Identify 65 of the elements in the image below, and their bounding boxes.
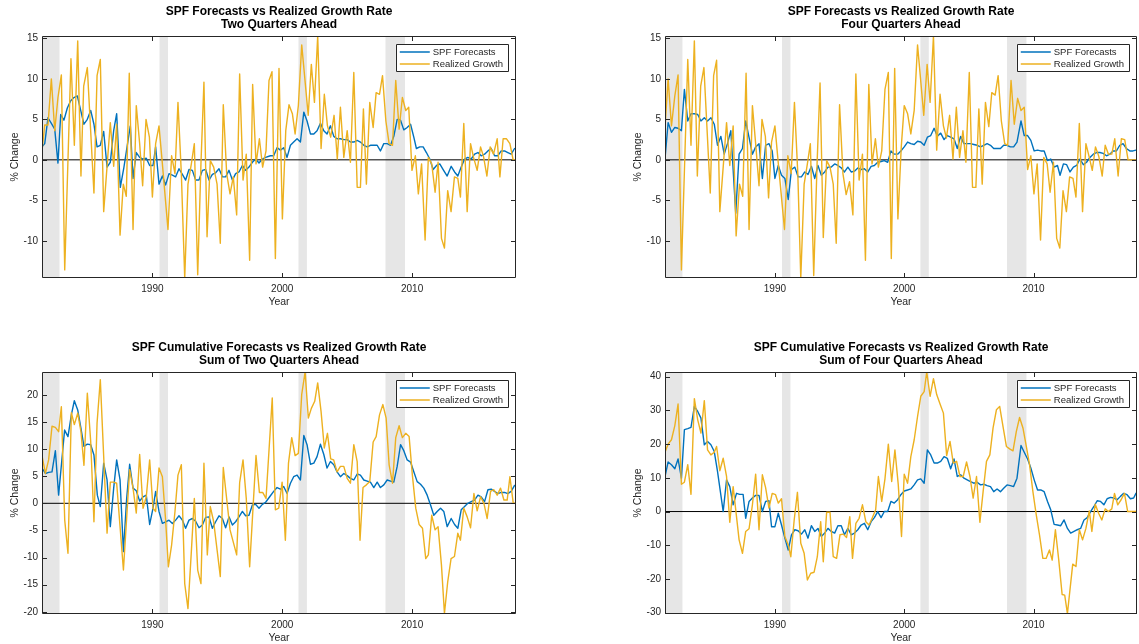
y-tick-label: -10 xyxy=(646,234,662,246)
legend-label: SPF Forecasts xyxy=(432,45,496,57)
y-tick-label: -5 xyxy=(29,194,39,206)
y-tick-label: -20 xyxy=(646,572,662,584)
chart-subtitle: Sum of Four Quarters Ahead xyxy=(819,353,983,368)
legend-label: Realized Growth xyxy=(432,57,504,69)
x-axis-title: Year xyxy=(890,294,913,307)
y-tick-label: 10 xyxy=(26,442,39,454)
legend-label: Realized Growth xyxy=(1053,57,1125,69)
y-tick-label: 0 xyxy=(655,505,662,517)
y-tick-label: -10 xyxy=(646,538,662,550)
x-axis-title: Year xyxy=(890,630,913,643)
y-tick-label: 15 xyxy=(26,415,39,427)
x-tick-label: 1990 xyxy=(763,618,787,630)
y-tick-label: -5 xyxy=(29,524,39,536)
y-tick-label: 10 xyxy=(649,471,662,483)
y-tick-label: 5 xyxy=(655,113,662,125)
x-tick-label: 1990 xyxy=(763,282,787,294)
x-tick-label: 1990 xyxy=(141,618,164,630)
y-axis-title: % Change xyxy=(7,468,20,518)
legend-label: Realized Growth xyxy=(432,393,504,405)
y-tick-label: 5 xyxy=(32,469,39,481)
y-tick-label: 10 xyxy=(26,72,39,84)
legend-label: Realized Growth xyxy=(1053,393,1125,405)
y-tick-label: -15 xyxy=(23,578,39,590)
x-tick-label: 2000 xyxy=(893,618,916,630)
chart-subtitle: Two Quarters Ahead xyxy=(220,17,338,32)
y-tick-label: -10 xyxy=(23,234,39,246)
y-axis-title: % Change xyxy=(630,132,643,182)
y-tick-label: 20 xyxy=(649,437,662,449)
y-tick-label: 0 xyxy=(32,153,39,165)
y-tick-label: -5 xyxy=(652,194,662,206)
y-axis-title: % Change xyxy=(7,132,20,182)
y-axis-title: % Change xyxy=(630,468,643,518)
x-tick-label: 2000 xyxy=(271,282,294,294)
y-tick-label: -10 xyxy=(23,551,39,563)
y-tick-label: 30 xyxy=(649,404,662,416)
x-axis-title: Year xyxy=(268,294,291,307)
y-tick-label: 15 xyxy=(649,32,662,44)
x-tick-label: 2010 xyxy=(1022,282,1046,294)
y-tick-label: 10 xyxy=(649,72,662,84)
chart-title: SPF Cumulative Forecasts vs Realized Growth Rate xyxy=(753,340,1049,355)
y-tick-label: 40 xyxy=(649,370,662,382)
x-tick-label: 2010 xyxy=(400,618,424,630)
y-tick-label: -20 xyxy=(23,605,39,617)
legend-label: SPF Forecasts xyxy=(432,381,496,393)
x-tick-label: 2000 xyxy=(271,618,294,630)
x-tick-label: 2000 xyxy=(893,282,916,294)
legend-label: SPF Forecasts xyxy=(1053,381,1117,393)
chart-subtitle: Sum of Two Quarters Ahead xyxy=(198,353,360,368)
y-tick-label: 0 xyxy=(655,153,662,165)
chart-title: SPF Forecasts vs Realized Growth Rate xyxy=(787,4,1015,19)
legend-label: SPF Forecasts xyxy=(1053,45,1117,57)
y-tick-label: 0 xyxy=(32,497,39,509)
y-tick-label: 15 xyxy=(26,32,39,44)
chart-title: SPF Cumulative Forecasts vs Realized Growth Rate xyxy=(131,340,427,355)
y-tick-label: 5 xyxy=(32,113,39,125)
x-axis-title: Year xyxy=(268,630,291,643)
x-tick-label: 2010 xyxy=(400,282,424,294)
chart-title: SPF Forecasts vs Realized Growth Rate xyxy=(165,4,393,19)
y-tick-label: 20 xyxy=(26,388,39,400)
y-tick-label: -30 xyxy=(646,606,662,618)
x-tick-label: 1990 xyxy=(141,282,164,294)
x-tick-label: 2010 xyxy=(1022,618,1046,630)
chart-subtitle: Four Quarters Ahead xyxy=(841,17,961,32)
